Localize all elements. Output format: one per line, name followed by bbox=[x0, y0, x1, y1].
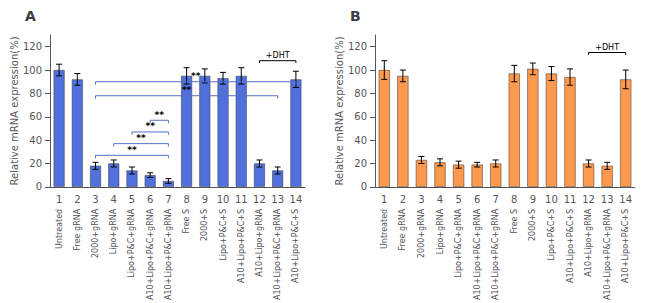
svg-text:B: B bbox=[350, 8, 361, 24]
svg-text:Free S: Free S bbox=[182, 209, 191, 234]
svg-text:**: ** bbox=[136, 133, 146, 143]
svg-text:2000+S: 2000+S bbox=[528, 209, 537, 241]
svg-text:80: 80 bbox=[29, 88, 42, 99]
svg-text:Untreated: Untreated bbox=[55, 209, 64, 249]
svg-text:11: 11 bbox=[564, 194, 577, 205]
svg-text:14: 14 bbox=[290, 194, 303, 205]
svg-text:100: 100 bbox=[23, 65, 42, 76]
svg-text:11: 11 bbox=[235, 194, 248, 205]
svg-text:A10+Lipo+P&C+S: A10+Lipo+P&C+S bbox=[621, 209, 630, 283]
svg-text:Lipo+gRNA: Lipo+gRNA bbox=[436, 208, 445, 254]
svg-text:+DHT: +DHT bbox=[266, 51, 290, 60]
svg-text:Free S: Free S bbox=[510, 209, 519, 234]
svg-text:20: 20 bbox=[29, 158, 42, 169]
svg-text:20: 20 bbox=[354, 158, 367, 169]
svg-text:A10+Lipo+P&C+gRNA: A10+Lipo+P&C+gRNA bbox=[146, 208, 155, 300]
svg-text:A10+Lipo+P&C+gRNA: A10+Lipo+P&C+gRNA bbox=[273, 208, 282, 300]
svg-text:4: 4 bbox=[111, 194, 117, 205]
svg-text:**: ** bbox=[182, 85, 192, 95]
svg-text:40: 40 bbox=[354, 135, 367, 146]
svg-text:A10+Lipo+P&C+S: A10+Lipo+P&C+S bbox=[291, 209, 300, 283]
svg-text:Free gRNA: Free gRNA bbox=[398, 208, 407, 250]
svg-text:A10+Lipo+P&C+gRNA: A10+Lipo+P&C+gRNA bbox=[473, 208, 482, 300]
svg-text:10: 10 bbox=[545, 194, 558, 205]
svg-text:**: ** bbox=[155, 110, 165, 120]
svg-text:10: 10 bbox=[217, 194, 230, 205]
svg-text:Lipo+P&C+gRNA: Lipo+P&C+gRNA bbox=[454, 208, 463, 277]
svg-text:5: 5 bbox=[455, 194, 461, 205]
svg-text:9: 9 bbox=[530, 194, 536, 205]
svg-text:120: 120 bbox=[348, 41, 367, 52]
svg-text:A10+Lipo+gRNA: A10+Lipo+gRNA bbox=[584, 208, 593, 276]
svg-text:12: 12 bbox=[253, 194, 266, 205]
svg-text:A10+Lipo+P&C+S: A10+Lipo+P&C+S bbox=[566, 209, 575, 283]
svg-text:5: 5 bbox=[129, 194, 135, 205]
svg-text:A: A bbox=[25, 8, 36, 24]
svg-text:1: 1 bbox=[381, 194, 387, 205]
svg-text:14: 14 bbox=[619, 194, 632, 205]
svg-text:2000+gRNA: 2000+gRNA bbox=[417, 208, 426, 258]
svg-text:120: 120 bbox=[23, 41, 42, 52]
svg-text:12: 12 bbox=[582, 194, 595, 205]
svg-text:Lipo+P&C+S: Lipo+P&C+S bbox=[547, 209, 556, 261]
svg-text:Lipo+P&C+gRNA: Lipo+P&C+gRNA bbox=[127, 208, 136, 277]
svg-text:A10+Lipo+gRNA: A10+Lipo+gRNA bbox=[255, 208, 264, 276]
svg-text:A10+Lipo+P&C+S: A10+Lipo+P&C+S bbox=[237, 209, 246, 283]
svg-text:2: 2 bbox=[74, 194, 80, 205]
svg-text:4: 4 bbox=[437, 194, 443, 205]
svg-text:Relative mRNA expression(%): Relative mRNA expression(%) bbox=[334, 36, 345, 185]
svg-text:Lipo+gRNA: Lipo+gRNA bbox=[109, 208, 118, 254]
svg-text:**: ** bbox=[191, 71, 201, 81]
svg-text:8: 8 bbox=[511, 194, 517, 205]
svg-text:60: 60 bbox=[29, 111, 42, 122]
svg-text:60: 60 bbox=[354, 111, 367, 122]
svg-text:13: 13 bbox=[271, 194, 284, 205]
svg-text:3: 3 bbox=[418, 194, 424, 205]
svg-text:6: 6 bbox=[147, 194, 153, 205]
svg-text:A10+Lipo+P&C+gRNA: A10+Lipo+P&C+gRNA bbox=[491, 208, 500, 300]
svg-text:A10+Lipo+P&C+gRNA: A10+Lipo+P&C+gRNA bbox=[603, 208, 612, 300]
svg-text:Untreated: Untreated bbox=[380, 209, 389, 249]
svg-text:9: 9 bbox=[202, 194, 208, 205]
svg-text:+DHT: +DHT bbox=[595, 43, 619, 52]
svg-text:1: 1 bbox=[56, 194, 62, 205]
svg-text:100: 100 bbox=[348, 65, 367, 76]
svg-text:13: 13 bbox=[601, 194, 614, 205]
svg-text:0: 0 bbox=[36, 181, 42, 192]
svg-text:Lipo+P&C+S: Lipo+P&C+S bbox=[219, 209, 228, 261]
svg-text:2000+S: 2000+S bbox=[200, 209, 209, 241]
svg-text:8: 8 bbox=[183, 194, 189, 205]
svg-text:2000+gRNA: 2000+gRNA bbox=[91, 208, 100, 258]
svg-text:Relative mRNA expression(%): Relative mRNA expression(%) bbox=[9, 36, 20, 185]
svg-text:2: 2 bbox=[400, 194, 406, 205]
svg-text:40: 40 bbox=[29, 135, 42, 146]
svg-text:6: 6 bbox=[474, 194, 480, 205]
svg-text:Free gRNA: Free gRNA bbox=[73, 208, 82, 250]
svg-text:7: 7 bbox=[165, 194, 171, 205]
svg-text:3: 3 bbox=[92, 194, 98, 205]
svg-text:7: 7 bbox=[493, 194, 499, 205]
svg-text:0: 0 bbox=[361, 181, 367, 192]
svg-text:A10+Lipo+P&C+gRNA: A10+Lipo+P&C+gRNA bbox=[164, 208, 173, 300]
svg-text:80: 80 bbox=[354, 88, 367, 99]
svg-text:**: ** bbox=[127, 145, 137, 155]
